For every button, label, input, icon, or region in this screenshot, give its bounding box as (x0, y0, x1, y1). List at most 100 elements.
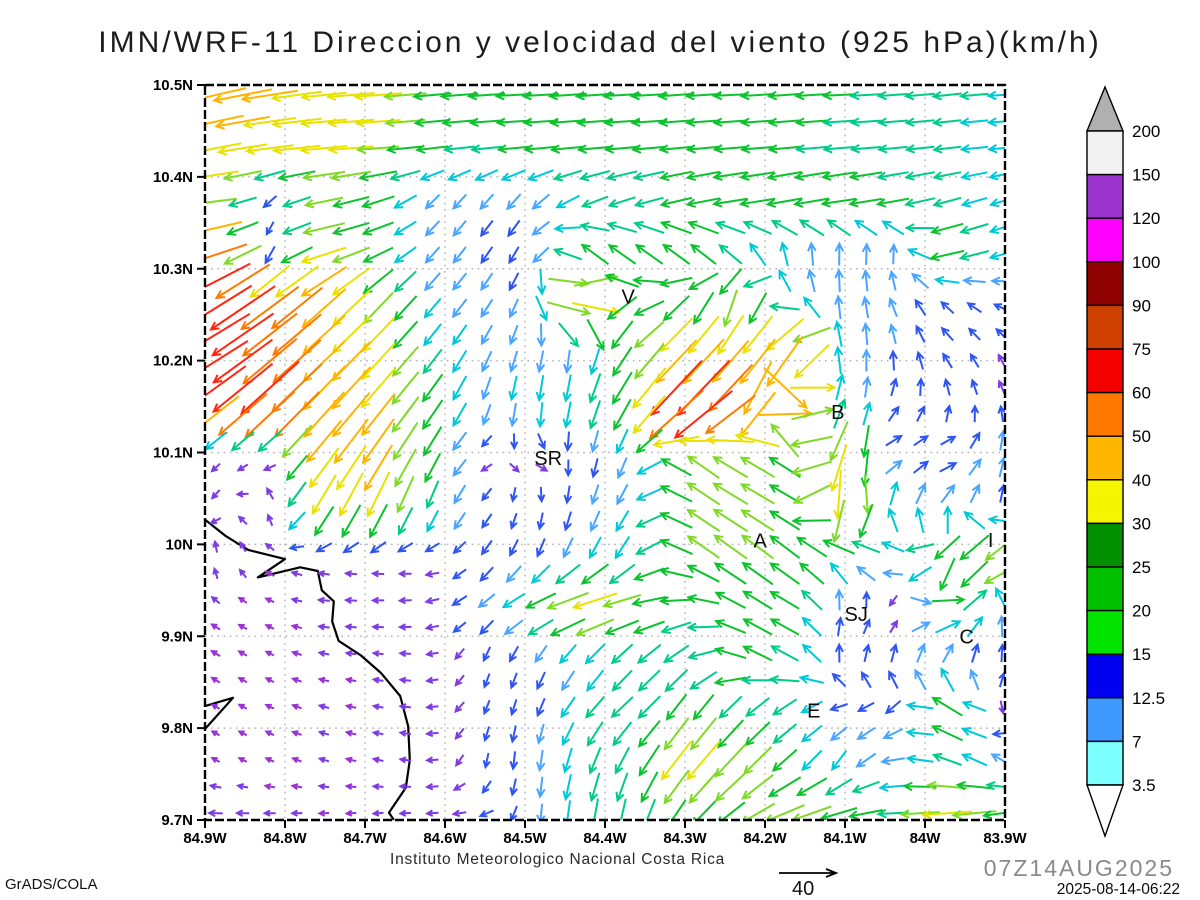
wind-vector (507, 219, 521, 238)
wind-vector (633, 343, 665, 380)
wind-vector (398, 782, 411, 791)
x-tick-label: 84.2W (743, 830, 787, 847)
wind-vector (942, 352, 953, 369)
wind-vector (829, 421, 849, 463)
wind-vector (290, 677, 302, 684)
wind-vector (214, 263, 271, 300)
wind-vector (888, 349, 898, 371)
wind-vector (421, 373, 444, 403)
wind-vector (875, 197, 910, 208)
wind-vector (767, 144, 801, 154)
wind-vector (849, 117, 882, 127)
wind-vector (686, 535, 720, 559)
wind-vector (311, 474, 337, 516)
wind-vector (331, 267, 371, 296)
wind-vector (961, 276, 986, 286)
wind-vector (452, 782, 466, 791)
wind-vector (237, 650, 248, 657)
wind-vector (536, 671, 546, 691)
wind-vector (640, 771, 659, 804)
wind-vector (741, 590, 773, 610)
wind-vector (885, 434, 904, 447)
wind-vector (301, 314, 346, 355)
colorbar-label: 60 (1132, 384, 1151, 403)
wind-vector (851, 780, 880, 794)
wind-vector (396, 542, 414, 553)
wind-vector (212, 338, 273, 384)
wind-vector (610, 320, 634, 350)
wind-vector (451, 595, 468, 607)
wind-vector (712, 144, 748, 154)
wind-vector (960, 753, 988, 767)
wind-vector (830, 750, 848, 772)
wind-vector (930, 725, 964, 742)
wind-vector (632, 170, 665, 182)
wind-vector (997, 429, 1005, 451)
wind-vector (452, 193, 468, 211)
wind-vector (611, 669, 633, 692)
wind-vector (531, 220, 551, 236)
wind-vector (480, 434, 493, 448)
wind-vector (692, 693, 715, 721)
wind-vector (960, 196, 988, 208)
wind-vector (932, 196, 962, 208)
wind-vector (913, 434, 930, 447)
wind-vector (588, 536, 602, 560)
wind-vector (931, 595, 966, 605)
wind-vector (424, 453, 442, 484)
wind-vector (451, 324, 468, 346)
wind-vector (344, 756, 357, 764)
wind-vector (631, 367, 667, 410)
wind-vector (482, 673, 491, 689)
wind-vector (958, 90, 989, 101)
wind-vector (290, 623, 303, 631)
wind-vector (940, 300, 955, 315)
wind-vector (614, 536, 631, 560)
wind-vector (888, 242, 899, 265)
colorbar-segment (1086, 566, 1124, 612)
y-tick-label: 9.8N (161, 720, 193, 737)
wind-vector (451, 568, 467, 580)
wind-vector (509, 725, 518, 744)
wind-vector (535, 375, 546, 403)
wind-vector (749, 242, 767, 266)
wind-vector (285, 454, 309, 482)
wind-vector (423, 272, 441, 292)
colorbar-segment (1086, 391, 1124, 437)
colorbar-label: 200 (1132, 122, 1160, 141)
wind-vector (454, 727, 465, 740)
wind-vector (479, 619, 495, 636)
wind-vector (397, 596, 412, 605)
wind-vector (889, 377, 899, 397)
wind-vector (317, 783, 330, 791)
wind-vector (396, 475, 415, 514)
wind-vector (508, 402, 519, 428)
wind-vector (210, 649, 221, 657)
wind-vector (712, 456, 749, 479)
x-tick-label: 84.4W (583, 830, 627, 847)
wind-vector (237, 623, 248, 630)
wind-vector (290, 570, 303, 578)
wind-vector (910, 596, 933, 606)
wind-vector (563, 485, 573, 505)
wind-vector (633, 321, 665, 349)
wind-vector (344, 729, 357, 737)
wind-vector (326, 118, 375, 128)
wind-vector (794, 144, 828, 154)
wind-vector (477, 593, 496, 609)
wind-vector (536, 776, 546, 799)
wind-vector (509, 672, 518, 690)
wind-vector (800, 589, 823, 611)
wind-vector (861, 348, 872, 372)
wind-vector (205, 312, 251, 343)
wind-vector (479, 193, 495, 211)
wind-vector (794, 117, 828, 127)
wind-vector (424, 570, 440, 578)
wind-vector (468, 117, 504, 128)
wind-vector (904, 543, 935, 554)
wind-vector (943, 404, 953, 423)
wind-vector (604, 619, 640, 636)
wind-vector (317, 730, 330, 737)
wind-vector (535, 723, 546, 745)
wind-vector (916, 642, 926, 663)
